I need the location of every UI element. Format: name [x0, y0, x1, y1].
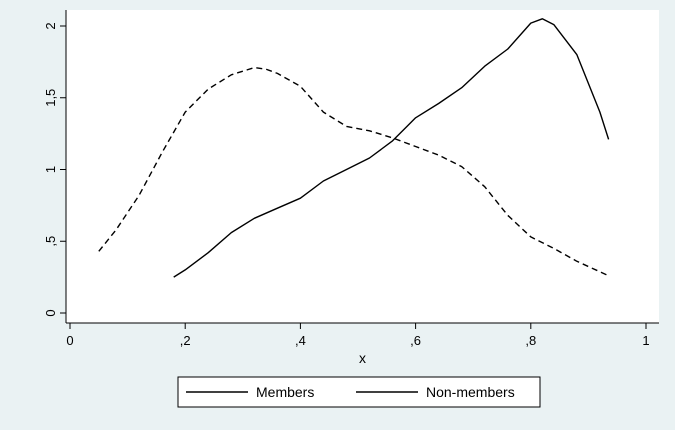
- x-tick-label: ,2: [180, 333, 191, 348]
- y-tick-label: 0: [43, 309, 58, 316]
- x-axis-title: x: [359, 350, 366, 366]
- x-tick-label: 0: [66, 333, 73, 348]
- x-tick-label: ,8: [525, 333, 536, 348]
- y-tick-label: 2: [43, 22, 58, 29]
- series-layer: [98, 18, 610, 278]
- legend-label: Members: [256, 384, 314, 400]
- x-tick-label: ,4: [295, 333, 306, 348]
- series-line-non-members: [98, 66, 609, 277]
- series-line-members: [173, 18, 610, 278]
- x-tick-label: 1: [642, 333, 649, 348]
- y-tick-label: 1: [43, 166, 58, 173]
- legend-label: Non-members: [426, 384, 515, 400]
- legend: Members Non-members: [177, 376, 541, 408]
- x-tick-label: ,6: [410, 333, 421, 348]
- plot-area: [66, 10, 659, 323]
- y-tick-label: 1,5: [43, 89, 58, 107]
- x-axis-ticks: 0 ,2 ,4 ,6 ,8 1: [66, 323, 650, 348]
- y-axis-ticks: 0 ,5 1 1,5 2: [43, 22, 66, 317]
- y-tick-label: ,5: [43, 236, 58, 247]
